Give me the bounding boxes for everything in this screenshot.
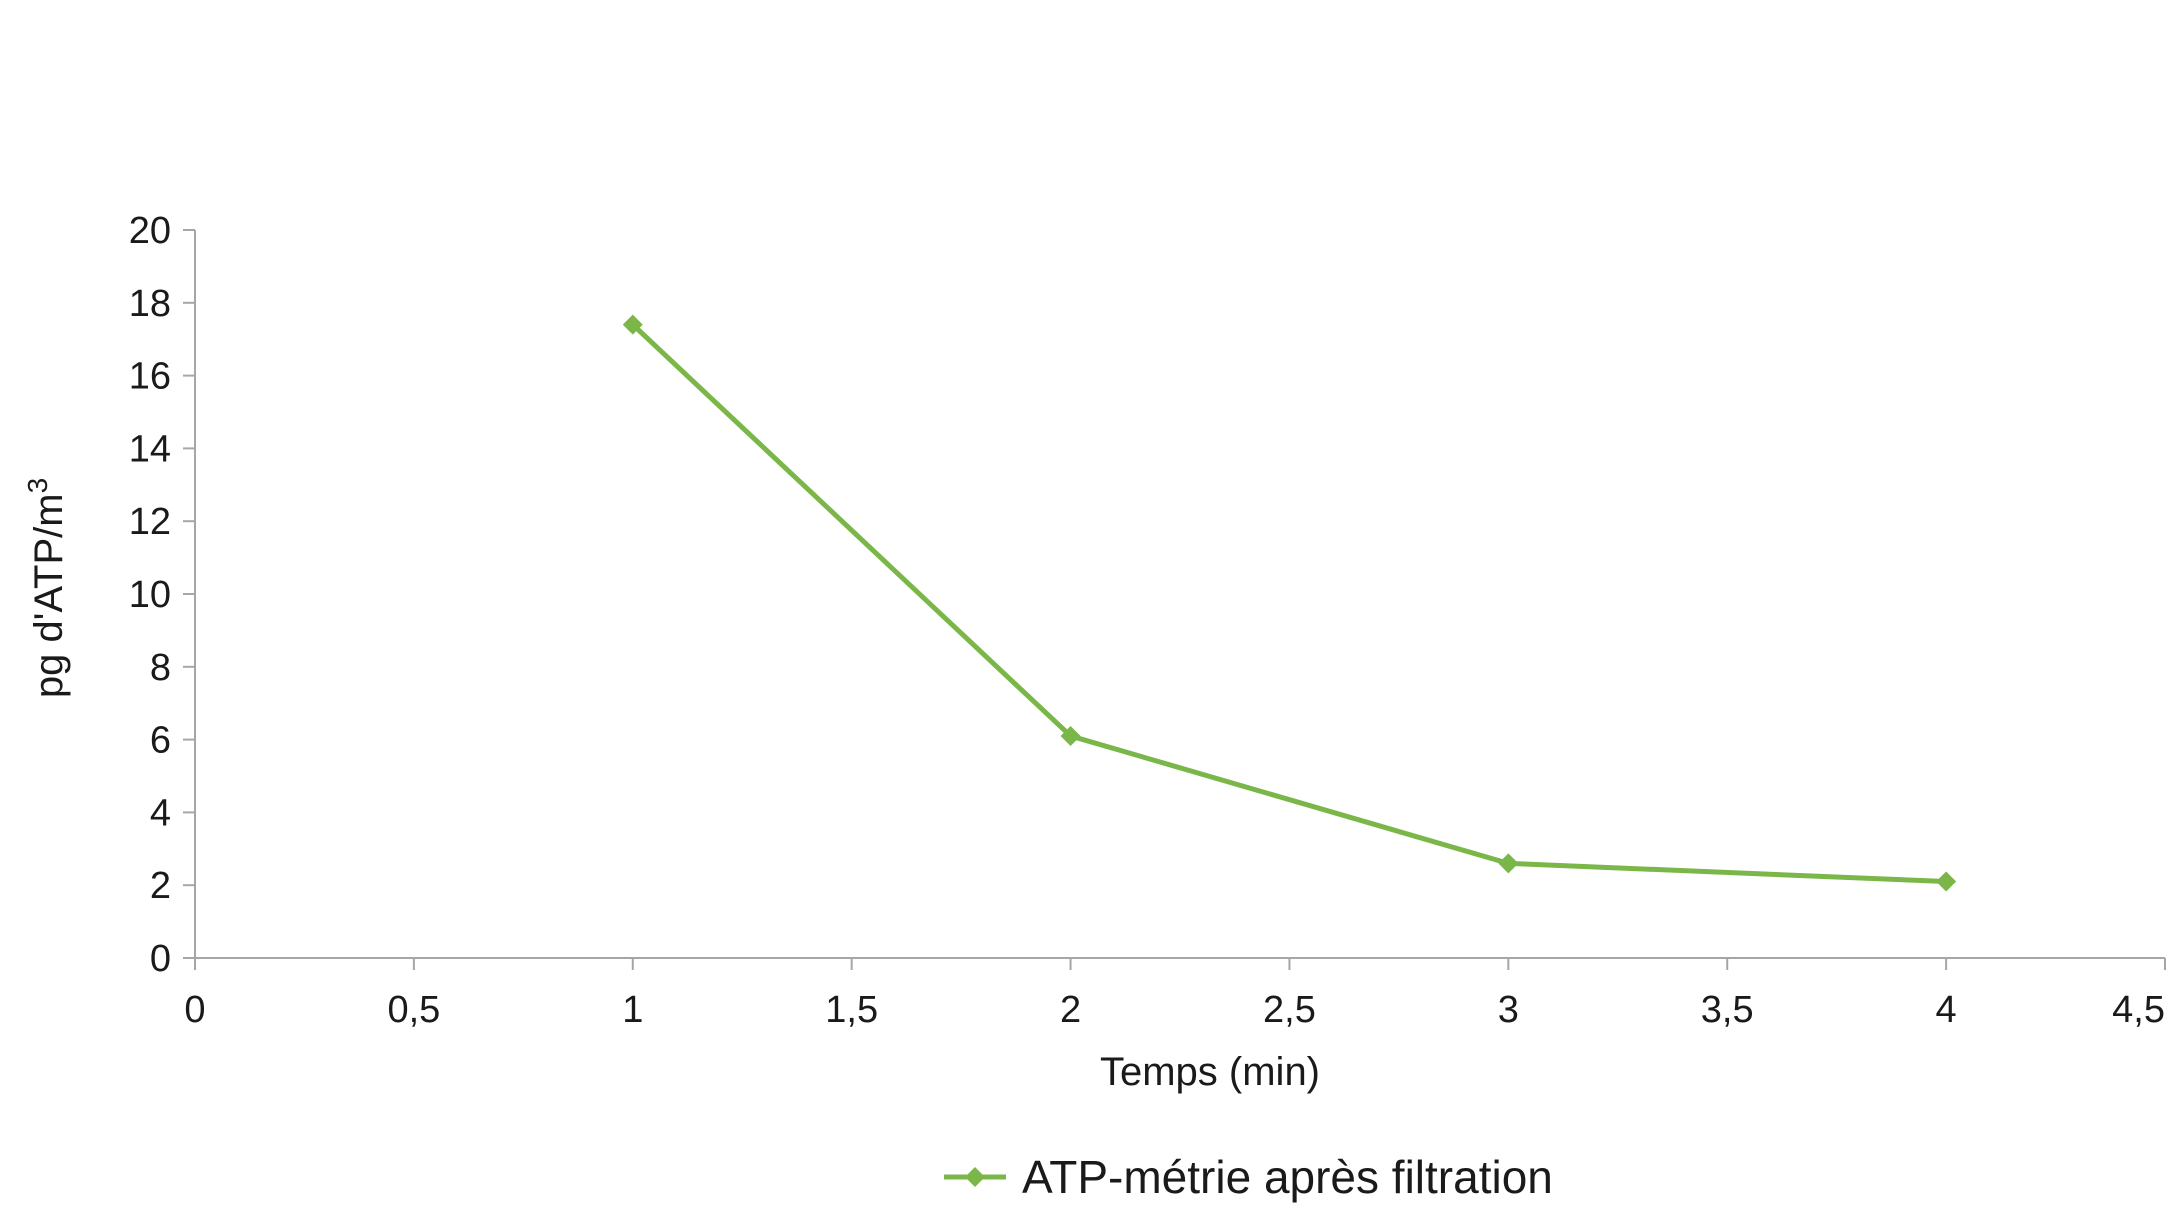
y-tick-label: 10 [129, 574, 171, 616]
x-tick-label: 4,5 [2112, 989, 2165, 1031]
y-tick-label: 6 [150, 720, 171, 762]
x-tick-label: 0 [184, 989, 205, 1031]
legend: ATP-métrie après filtration [944, 1151, 1553, 1203]
data-point-marker [1936, 871, 1957, 892]
series-line [631, 322, 1947, 885]
y-axis-title-main: pg d'ATP/m [27, 493, 71, 698]
x-tick-label: 4 [1936, 989, 1957, 1031]
x-tick-label: 2 [1060, 989, 1081, 1031]
y-tick-label: 14 [129, 428, 171, 470]
x-tick-label: 3,5 [1701, 989, 1754, 1031]
y-axis-title-superscript: 3 [22, 478, 53, 494]
legend-marker-swatch [965, 1167, 985, 1187]
y-tick-label: 0 [150, 938, 171, 980]
y-axis-ticks: 0 2 4 6 8 10 12 14 16 18 20 [129, 210, 195, 980]
axes: 0 2 4 6 8 10 12 14 16 18 20 0 0,5 1 1,5 2 2,5 3 3,5 4 4,5 [129, 210, 2166, 1031]
y-tick-label: 18 [129, 283, 171, 325]
plot-series [622, 314, 1957, 892]
data-point-marker [1060, 725, 1081, 746]
x-axis-ticks: 0 0,5 1 1,5 2 2,5 3 3,5 4 4,5 [184, 958, 2166, 1031]
y-tick-label: 8 [150, 647, 171, 689]
y-axis-title: pg d'ATP/m3 [22, 478, 72, 698]
x-tick-label: 3 [1498, 989, 1519, 1031]
y-tick-label: 20 [129, 210, 171, 252]
x-tick-label: 0,5 [387, 989, 440, 1031]
data-point-marker [1498, 853, 1519, 874]
legend-label: ATP-métrie après filtration [1022, 1151, 1553, 1203]
x-tick-label: 1,5 [825, 989, 878, 1031]
x-axis-title: Temps (min) [1100, 1050, 1320, 1094]
x-tick-label: 1 [622, 989, 643, 1031]
y-tick-label: 16 [129, 356, 171, 398]
y-tick-label: 4 [150, 792, 171, 834]
y-tick-label: 12 [129, 501, 171, 543]
y-tick-label: 2 [150, 865, 171, 907]
data-point-marker [622, 314, 643, 335]
x-tick-label: 2,5 [1263, 989, 1316, 1031]
